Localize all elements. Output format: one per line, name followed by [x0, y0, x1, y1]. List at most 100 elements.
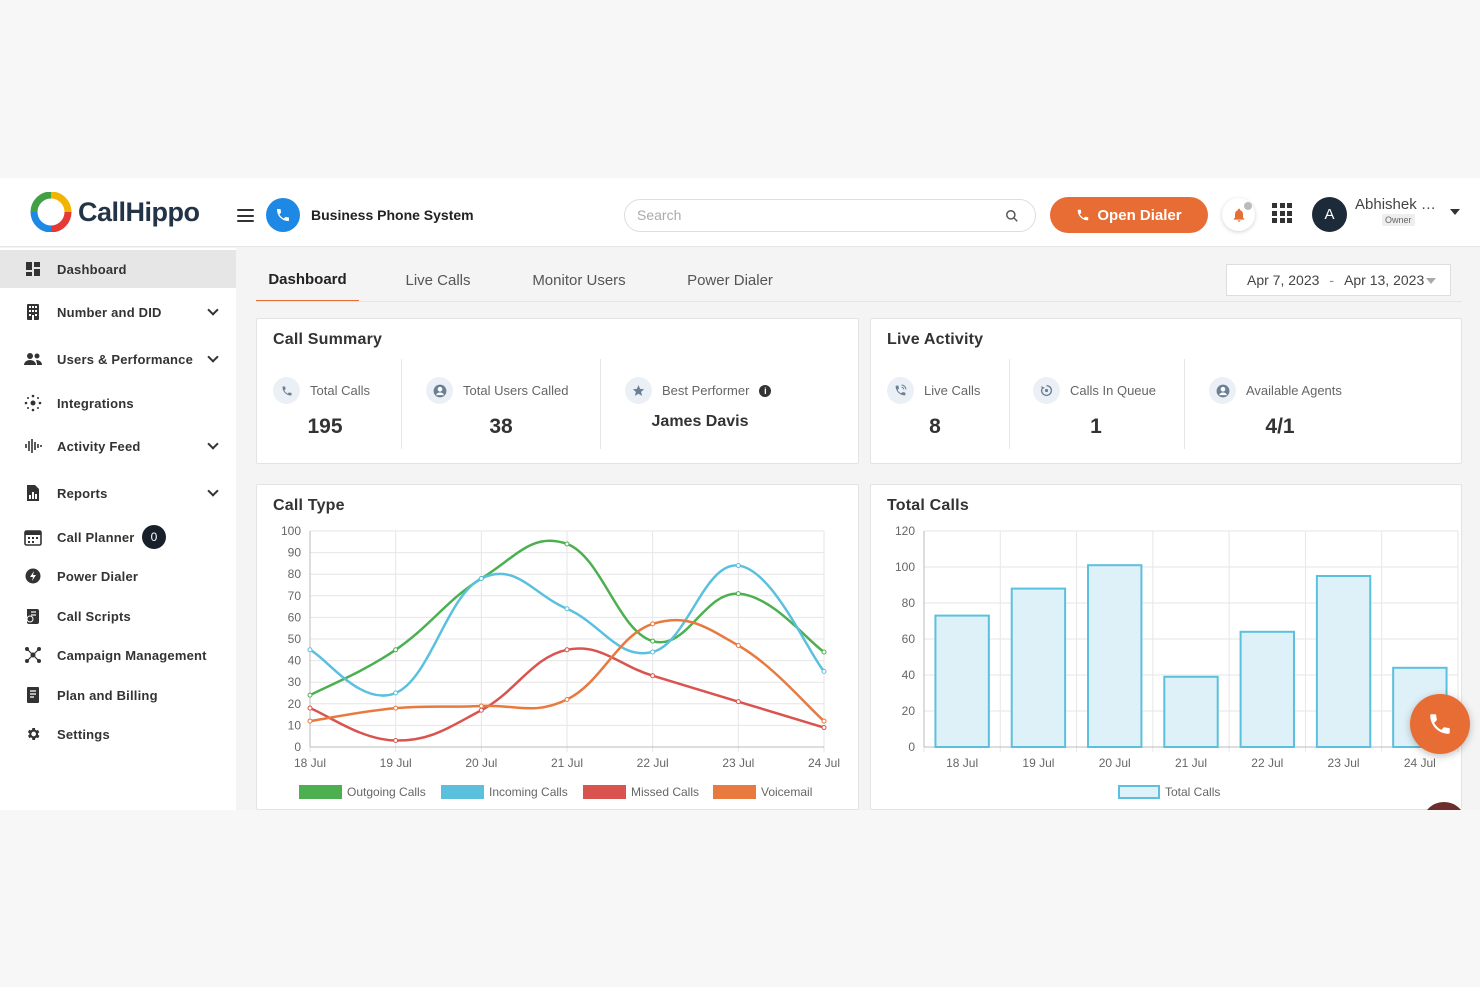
stat-value: 195 [307, 415, 343, 438]
stat-value: 38 [489, 415, 513, 438]
legend-label: Outgoing Calls [347, 785, 426, 799]
sidebar-item-users-performance[interactable]: Users & Performance [0, 340, 236, 378]
sidebar-item-activity-feed[interactable]: Activity Feed [0, 427, 236, 465]
search-bar[interactable] [624, 199, 1036, 232]
data-point [307, 692, 313, 698]
data-point [821, 725, 827, 731]
stat-value: 8 [929, 415, 941, 438]
stat-value: James Davis [651, 413, 749, 430]
legend-label: Voicemail [761, 785, 812, 799]
brand-logo[interactable]: CallHippo [30, 192, 200, 232]
stat-divider [401, 359, 402, 449]
sidebar-item-integrations[interactable]: Integrations [0, 384, 236, 422]
sidebar-item-label: Power Dialer [57, 568, 139, 584]
dashboard-icon [24, 260, 42, 278]
data-point [821, 649, 827, 655]
data-point [650, 649, 656, 655]
y-tick-label: 20 [902, 704, 916, 718]
x-tick-label: 20 Jul [1099, 756, 1131, 770]
floating-call-button[interactable] [1410, 694, 1470, 754]
data-point [821, 668, 827, 674]
queue-icon [1033, 377, 1060, 404]
open-dialer-button[interactable]: Open Dialer [1050, 197, 1208, 233]
stat-divider [1009, 359, 1010, 449]
data-point [478, 703, 484, 709]
total-calls-card: Total Calls 0 20 40 60 80 100 120 18 Jul 19 Jul 2… [870, 484, 1462, 810]
apps-grid-icon[interactable] [1272, 203, 1292, 223]
sidebar-item-campaign-management[interactable]: Campaign Management [0, 636, 236, 674]
search-icon[interactable] [1005, 209, 1019, 223]
y-tick-label: 90 [288, 546, 302, 560]
search-input[interactable] [637, 207, 997, 223]
sidebar-item-label: Call Scripts [57, 608, 131, 624]
chevron-down-icon[interactable] [207, 438, 219, 450]
notifications-button[interactable] [1222, 198, 1255, 231]
info-icon[interactable]: i [759, 384, 772, 397]
chevron-down-icon[interactable] [207, 351, 219, 363]
y-tick-label: 20 [288, 697, 302, 711]
sidebar-item-label: Number and DID [57, 304, 162, 320]
sidebar-item-plan-and-billing[interactable]: Plan and Billing [0, 676, 236, 714]
stat-label: Available Agents [1246, 383, 1342, 398]
y-tick-label: 10 [288, 718, 302, 732]
phone-ringing-icon [887, 377, 914, 404]
sidebar-item-reports[interactable]: Reports [0, 474, 236, 512]
date-range-end: Apr 13, 2023 [1344, 272, 1425, 288]
tabs-divider [256, 301, 1462, 302]
tab-power-dialer[interactable]: Power Dialer [687, 272, 773, 289]
y-tick-label: 100 [281, 524, 301, 538]
user-circle-icon [1209, 377, 1236, 404]
data-point [307, 718, 313, 724]
page-system-title: Business Phone System [311, 207, 474, 223]
bar [1315, 575, 1372, 748]
tab-dashboard[interactable]: Dashboard [256, 259, 359, 302]
app-window: CallHippo Business Phone System Open Dia… [0, 178, 1480, 810]
call-summary-card: Call Summary Total Calls 195 Total Users… [256, 318, 859, 464]
waveform-icon [24, 437, 42, 455]
billing-icon [24, 686, 42, 704]
call-type-line-chart: 0 10 20 30 40 50 60 70 80 90 100 18 Jul 19 Jul 20 Jul… [281, 524, 840, 799]
stat-total-users-called: Total Users Called 38 [426, 359, 606, 449]
tab-monitor-users[interactable]: Monitor Users [532, 272, 626, 289]
stat-value: 4/1 [1265, 415, 1295, 438]
stat-best-performer: Best Performer i James Davis [625, 359, 825, 449]
menu-toggle-icon[interactable] [237, 209, 254, 222]
y-tick-label: 120 [895, 524, 915, 538]
date-range-picker[interactable]: Apr 7, 2023 - Apr 13, 2023 [1226, 264, 1451, 296]
chevron-down-icon[interactable] [207, 304, 219, 316]
sidebar-item-call-planner[interactable]: Call Planner 0 [0, 518, 236, 556]
call-summary-title: Call Summary [273, 331, 383, 348]
stat-label: Total Users Called [463, 383, 569, 398]
sidebar-item-power-dialer[interactable]: Power Dialer [0, 557, 236, 595]
data-point [393, 647, 399, 653]
sidebar-item-label: Integrations [57, 395, 134, 411]
y-tick-label: 40 [902, 668, 916, 682]
chat-widget-edge[interactable] [1422, 802, 1466, 810]
user-menu-caret-icon[interactable] [1450, 209, 1460, 215]
sidebar-item-label: Dashboard [57, 261, 127, 277]
bell-icon [1233, 208, 1244, 222]
integrations-icon [24, 394, 42, 412]
report-icon [24, 484, 42, 502]
x-tick-label: 20 Jul [465, 756, 497, 770]
sidebar-item-number-and-did[interactable]: Number and DID [0, 293, 236, 331]
data-point [650, 621, 656, 627]
stat-divider [1184, 359, 1185, 449]
stat-label: Live Calls [924, 383, 981, 398]
sidebar-item-call-scripts[interactable]: Call Scripts [0, 597, 236, 635]
sidebar-item-dashboard[interactable]: Dashboard [0, 250, 236, 288]
data-point [735, 699, 741, 705]
tab-live-calls[interactable]: Live Calls [405, 272, 471, 289]
x-tick-label: 23 Jul [1328, 756, 1360, 770]
user-avatar[interactable]: A [1312, 197, 1347, 232]
chevron-down-icon[interactable] [207, 485, 219, 497]
data-point [564, 541, 570, 547]
data-point [735, 642, 741, 648]
sidebar-item-label: Call Planner [57, 529, 135, 545]
sidebar: Dashboard Number and DID Users & Perform… [0, 248, 236, 810]
user-name[interactable]: Abhishek Si... [1355, 196, 1445, 213]
legend-swatch [1118, 785, 1160, 799]
data-point [478, 707, 484, 713]
sidebar-item-settings[interactable]: Settings [0, 715, 236, 753]
y-tick-label: 0 [294, 740, 301, 754]
